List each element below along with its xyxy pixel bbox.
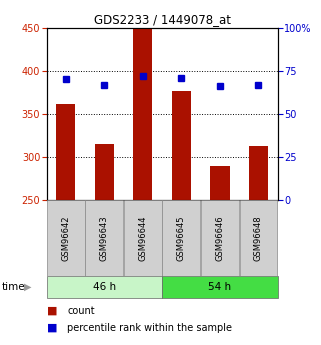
- Text: GSM96642: GSM96642: [61, 215, 70, 261]
- Text: time: time: [2, 282, 25, 292]
- Bar: [56, 105, 75, 200]
- Bar: [210, 167, 230, 200]
- Text: GSM96643: GSM96643: [100, 215, 109, 261]
- Bar: [133, 28, 152, 200]
- Bar: [172, 91, 191, 200]
- Text: count: count: [67, 306, 95, 315]
- FancyBboxPatch shape: [47, 276, 162, 298]
- Title: GDS2233 / 1449078_at: GDS2233 / 1449078_at: [94, 13, 230, 27]
- FancyBboxPatch shape: [239, 200, 277, 276]
- FancyBboxPatch shape: [47, 200, 85, 276]
- Text: GSM96646: GSM96646: [215, 215, 224, 261]
- Text: 46 h: 46 h: [93, 282, 116, 292]
- Text: ▶: ▶: [24, 282, 31, 292]
- FancyBboxPatch shape: [124, 200, 162, 276]
- Text: 54 h: 54 h: [208, 282, 231, 292]
- Bar: [95, 144, 114, 200]
- FancyBboxPatch shape: [162, 200, 200, 276]
- Text: ■: ■: [47, 306, 57, 315]
- Text: percentile rank within the sample: percentile rank within the sample: [67, 323, 232, 333]
- FancyBboxPatch shape: [162, 276, 278, 298]
- Text: GSM96644: GSM96644: [138, 215, 147, 261]
- Text: GSM96648: GSM96648: [254, 215, 263, 261]
- FancyBboxPatch shape: [201, 200, 239, 276]
- Text: ■: ■: [47, 323, 57, 333]
- Text: GSM96645: GSM96645: [177, 215, 186, 261]
- Bar: [249, 146, 268, 200]
- FancyBboxPatch shape: [85, 200, 123, 276]
